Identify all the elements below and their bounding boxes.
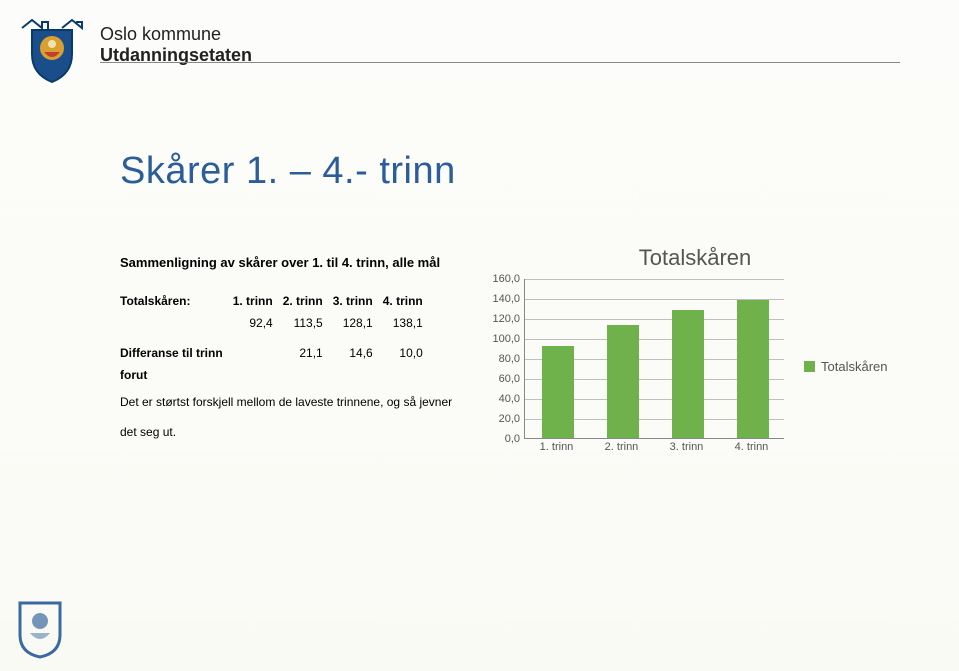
header-org: Oslo kommune (100, 24, 252, 45)
chart-bar (542, 346, 574, 438)
chart-title: Totalskåren (480, 245, 910, 271)
total-cell-1: 92,4 (233, 312, 283, 334)
chart-ytick: 40,0 (480, 393, 520, 405)
oslo-crest-icon (18, 18, 86, 86)
chart-xlabel: 4. trinn (722, 441, 782, 453)
body-text-2: det seg ut. (120, 425, 176, 439)
header-text: Oslo kommune Utdanningsetaten (100, 18, 252, 66)
chart-ytick: 60,0 (480, 373, 520, 385)
row-label-forut: forut (120, 364, 233, 386)
chart-legend: Totalskåren (804, 359, 887, 374)
total-score-chart: Totalskåren 0,0 20,0 40,0 60,0 80,0 100,0 120,… (480, 245, 910, 454)
footer-logo-icon (12, 599, 68, 659)
total-cell-4: 138,1 (383, 312, 433, 334)
chart-bar (737, 300, 769, 438)
diff-cell-1: 21,1 (283, 342, 333, 364)
comparison-subtitle: Sammenligning av skårer over 1. til 4. t… (120, 255, 440, 270)
col-header-1: 1. trinn (233, 290, 283, 312)
chart-ytick: 20,0 (480, 413, 520, 425)
chart-xlabel: 2. trinn (592, 441, 652, 453)
total-cell-3: 128,1 (333, 312, 383, 334)
col-header-3: 3. trinn (333, 290, 383, 312)
total-cell-2: 113,5 (283, 312, 333, 334)
chart-bar (607, 325, 639, 439)
body-text-1: Det er størtst forskjell mellom de laves… (120, 395, 452, 409)
row-label-total: Totalskåren: (120, 290, 233, 312)
chart-ytick: 0,0 (480, 433, 520, 445)
chart-ytick: 80,0 (480, 353, 520, 365)
legend-label: Totalskåren (821, 359, 887, 374)
chart-ytick: 140,0 (480, 293, 520, 305)
scores-table: Totalskåren: 1. trinn 2. trinn 3. trinn … (120, 290, 433, 386)
legend-swatch-icon (804, 361, 815, 372)
chart-ytick: 100,0 (480, 333, 520, 345)
row-label-diff: Differanse til trinn (120, 342, 233, 364)
col-header-4: 4. trinn (383, 290, 433, 312)
page-title: Skårer 1. – 4.- trinn (120, 150, 456, 193)
header: Oslo kommune Utdanningsetaten (18, 18, 252, 86)
chart-xlabel: 1. trinn (527, 441, 587, 453)
diff-cell-2: 14,6 (333, 342, 383, 364)
header-divider (100, 62, 900, 63)
chart-ytick: 160,0 (480, 273, 520, 285)
col-header-2: 2. trinn (283, 290, 333, 312)
chart-ytick: 120,0 (480, 313, 520, 325)
chart-xlabel: 3. trinn (657, 441, 717, 453)
diff-cell-3: 10,0 (383, 342, 433, 364)
chart-plot-area: 0,020,040,060,080,0100,0120,0140,0160,0 … (480, 279, 790, 454)
chart-gridline (525, 279, 784, 280)
chart-bar (672, 310, 704, 438)
